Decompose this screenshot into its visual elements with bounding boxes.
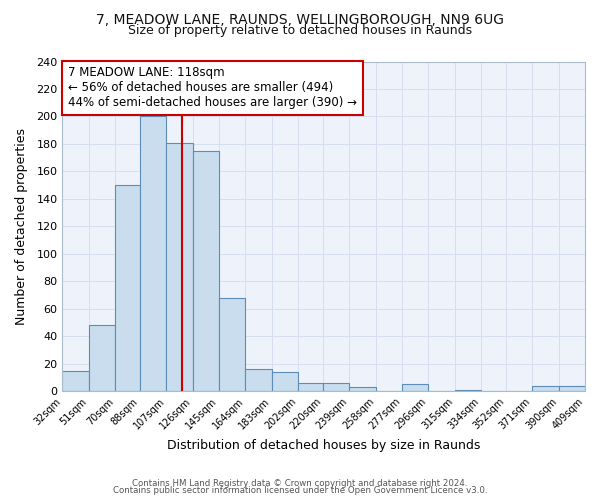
Bar: [455, 390, 481, 392]
Bar: [402, 384, 428, 392]
X-axis label: Distribution of detached houses by size in Raunds: Distribution of detached houses by size …: [167, 440, 481, 452]
Bar: [323, 383, 349, 392]
Text: Size of property relative to detached houses in Raunds: Size of property relative to detached ho…: [128, 24, 472, 37]
Bar: [89, 326, 115, 392]
Text: 7, MEADOW LANE, RAUNDS, WELLINGBOROUGH, NN9 6UG: 7, MEADOW LANE, RAUNDS, WELLINGBOROUGH, …: [96, 12, 504, 26]
Bar: [349, 387, 376, 392]
Text: Contains public sector information licensed under the Open Government Licence v3: Contains public sector information licen…: [113, 486, 487, 495]
Text: Contains HM Land Registry data © Crown copyright and database right 2024.: Contains HM Land Registry data © Crown c…: [132, 478, 468, 488]
Bar: [559, 386, 585, 392]
Bar: [245, 370, 272, 392]
Bar: [166, 142, 193, 392]
Bar: [193, 151, 219, 392]
Bar: [140, 116, 166, 392]
Y-axis label: Number of detached properties: Number of detached properties: [15, 128, 28, 325]
Bar: [115, 185, 140, 392]
Text: 7 MEADOW LANE: 118sqm
← 56% of detached houses are smaller (494)
44% of semi-det: 7 MEADOW LANE: 118sqm ← 56% of detached …: [68, 66, 356, 110]
Bar: [298, 383, 323, 392]
Bar: [532, 386, 559, 392]
Bar: [219, 298, 245, 392]
Bar: [62, 370, 89, 392]
Bar: [272, 372, 298, 392]
